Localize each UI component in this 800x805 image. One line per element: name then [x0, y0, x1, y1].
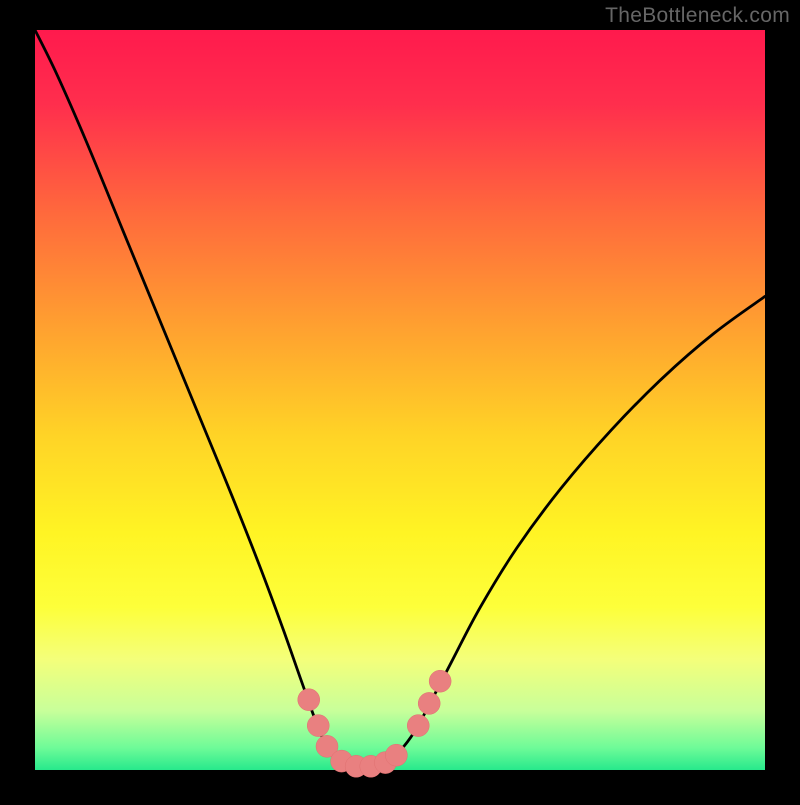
- chart-svg: [0, 0, 800, 800]
- marker-point: [429, 670, 451, 692]
- marker-point: [307, 715, 329, 737]
- marker-point: [418, 692, 440, 714]
- marker-point: [298, 689, 320, 711]
- marker-point: [407, 715, 429, 737]
- marker-point: [385, 744, 407, 766]
- bottleneck-chart: TheBottleneck.com: [0, 0, 800, 800]
- watermark-label: TheBottleneck.com: [605, 4, 790, 28]
